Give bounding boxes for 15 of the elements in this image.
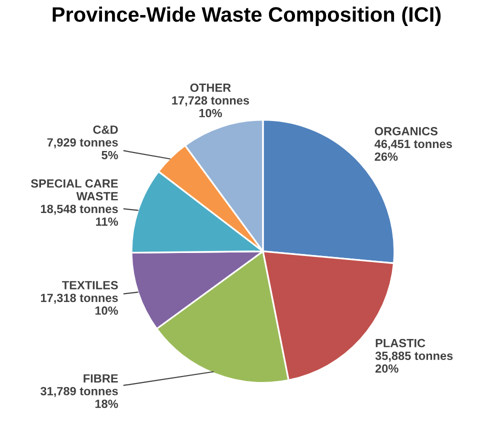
slice-label: ORGANICS	[374, 127, 438, 136]
slice-label: TEXTILES	[62, 280, 118, 290]
data-label: 17,728 tonnes 10%	[172, 96, 250, 118]
data-label: 7,929 tonnes 5%	[47, 138, 118, 160]
slice-label: SPECIAL CARE WASTE	[30, 179, 118, 200]
data-label: 31,789 tonnes 18%	[40, 386, 118, 408]
slice-label: C&D	[93, 125, 118, 134]
data-label: 46,451 tonnes 26%	[374, 140, 452, 161]
data-label: 35,885 tonnes 20%	[375, 352, 453, 373]
chart-title: Province-Wide Waste Composition (ICI)	[52, 6, 441, 26]
data-label: 17,318 tonnes 10%	[40, 294, 118, 315]
slice-label: OTHER	[190, 84, 231, 92]
data-label: 18,548 tonnes 11%	[40, 204, 118, 226]
slice-label: PLASTIC	[376, 338, 426, 348]
slice-label: FIBRE	[84, 374, 118, 382]
